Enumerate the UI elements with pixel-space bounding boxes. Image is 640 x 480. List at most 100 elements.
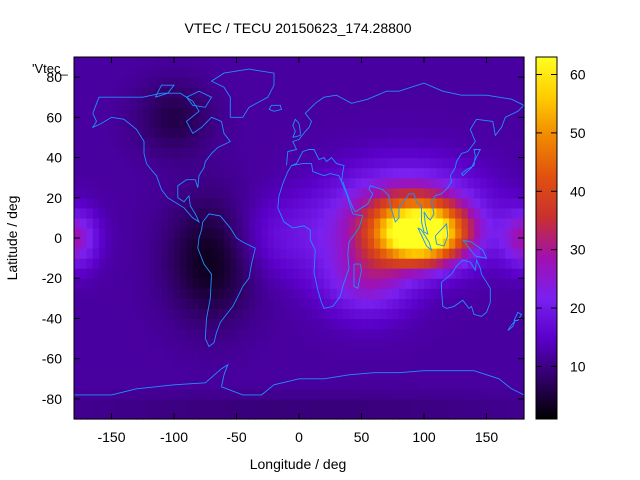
heatmap-cell	[199, 177, 206, 189]
heatmap-cell	[367, 217, 375, 229]
heatmap-cell	[224, 258, 231, 269]
heatmap-cell	[480, 187, 488, 199]
heatmap-cell	[349, 298, 356, 309]
heatmap-cell	[405, 177, 413, 189]
heatmap-cell	[136, 398, 144, 410]
heatmap-cell	[292, 227, 300, 239]
heatmap-cell	[261, 197, 269, 209]
heatmap-cell	[349, 97, 356, 108]
heatmap-cell	[374, 217, 381, 229]
heatmap-cell	[449, 258, 456, 269]
heatmap-cell	[286, 408, 294, 420]
heatmap-cell	[186, 238, 194, 249]
heatmap-cell	[442, 318, 450, 330]
heatmap-cell	[149, 278, 156, 289]
heatmap-cell	[205, 137, 213, 149]
heatmap-cell	[499, 67, 506, 78]
heatmap-cell	[105, 368, 113, 380]
coastline	[268, 104, 283, 112]
heatmap-cell	[92, 378, 100, 390]
heatmap-cell	[111, 328, 119, 340]
heatmap-cell	[374, 87, 381, 98]
heatmap-cell	[261, 97, 269, 108]
heatmap-cell	[386, 398, 394, 410]
heatmap-cell	[161, 318, 169, 330]
heatmap-cell	[361, 87, 369, 98]
heatmap-cell	[255, 177, 263, 189]
heatmap-cell	[330, 107, 338, 118]
coastline	[507, 320, 516, 331]
heatmap-cell	[205, 117, 213, 128]
heatmap-cell	[111, 137, 119, 149]
heatmap-cell	[461, 57, 469, 68]
heatmap-cell	[449, 248, 456, 259]
heatmap-cell	[399, 147, 406, 159]
heatmap-cell	[311, 187, 319, 199]
heatmap-cell	[286, 227, 294, 239]
heatmap-cell	[317, 378, 325, 390]
heatmap-cell	[217, 57, 225, 68]
heatmap-cell	[86, 137, 94, 149]
heatmap-cell	[74, 217, 81, 229]
heatmap-cell	[361, 338, 369, 350]
heatmap-cell	[374, 408, 381, 420]
heatmap-cell	[292, 137, 300, 149]
heatmap-cell	[417, 197, 425, 209]
heatmap-cell	[174, 368, 181, 380]
heatmap-cell	[411, 147, 419, 159]
heatmap-cell	[299, 378, 306, 390]
heatmap-cell	[86, 288, 94, 299]
heatmap-cell	[124, 278, 131, 289]
heatmap-cell	[399, 298, 406, 309]
heatmap-cell	[105, 97, 113, 108]
heatmap-cell	[305, 368, 313, 380]
heatmap-cell	[86, 117, 94, 128]
heatmap-cell	[355, 398, 363, 410]
heatmap-cell	[367, 147, 375, 159]
heatmap-cell	[92, 57, 100, 68]
heatmap-cell	[436, 217, 444, 229]
heatmap-cell	[361, 107, 369, 118]
heatmap-cell	[355, 97, 363, 108]
heatmap-cell	[430, 227, 438, 239]
heatmap-cell	[261, 348, 269, 360]
heatmap-cell	[367, 388, 375, 400]
heatmap-cell	[386, 117, 394, 128]
heatmap-cell	[499, 378, 506, 390]
heatmap-cell	[311, 167, 319, 179]
heatmap-cell	[180, 238, 188, 249]
heatmap-cell	[449, 298, 456, 309]
heatmap-cell	[430, 97, 438, 108]
heatmap-cell	[230, 167, 238, 179]
heatmap-cell	[386, 127, 394, 139]
heatmap-cell	[330, 308, 338, 320]
heatmap-cell	[342, 318, 350, 330]
heatmap-cell	[249, 207, 256, 219]
heatmap-cell	[361, 408, 369, 420]
heatmap-cell	[124, 398, 131, 410]
coastline	[462, 239, 488, 259]
heatmap-cell	[361, 298, 369, 309]
heatmap-cell	[436, 358, 444, 370]
heatmap-cell	[130, 338, 138, 350]
heatmap-cell	[149, 318, 156, 330]
heatmap-cell	[280, 137, 288, 149]
heatmap-cell	[505, 308, 513, 320]
heatmap-cell	[342, 408, 350, 420]
heatmap-cell	[424, 258, 431, 269]
heatmap-cell	[274, 167, 281, 179]
heatmap-cell	[217, 398, 225, 410]
heatmap-cell	[186, 388, 194, 400]
heatmap-cell	[505, 177, 513, 189]
heatmap-cell	[242, 197, 250, 209]
heatmap-cell	[399, 207, 406, 219]
heatmap-cell	[224, 207, 231, 219]
heatmap-cell	[517, 67, 525, 78]
heatmap-cell	[492, 268, 500, 279]
heatmap-cell	[74, 308, 81, 320]
heatmap-cell	[355, 87, 363, 98]
heatmap-cell	[161, 87, 169, 98]
heatmap-cell	[317, 278, 325, 289]
heatmap-cell	[155, 298, 163, 309]
heatmap-cell	[167, 298, 175, 309]
